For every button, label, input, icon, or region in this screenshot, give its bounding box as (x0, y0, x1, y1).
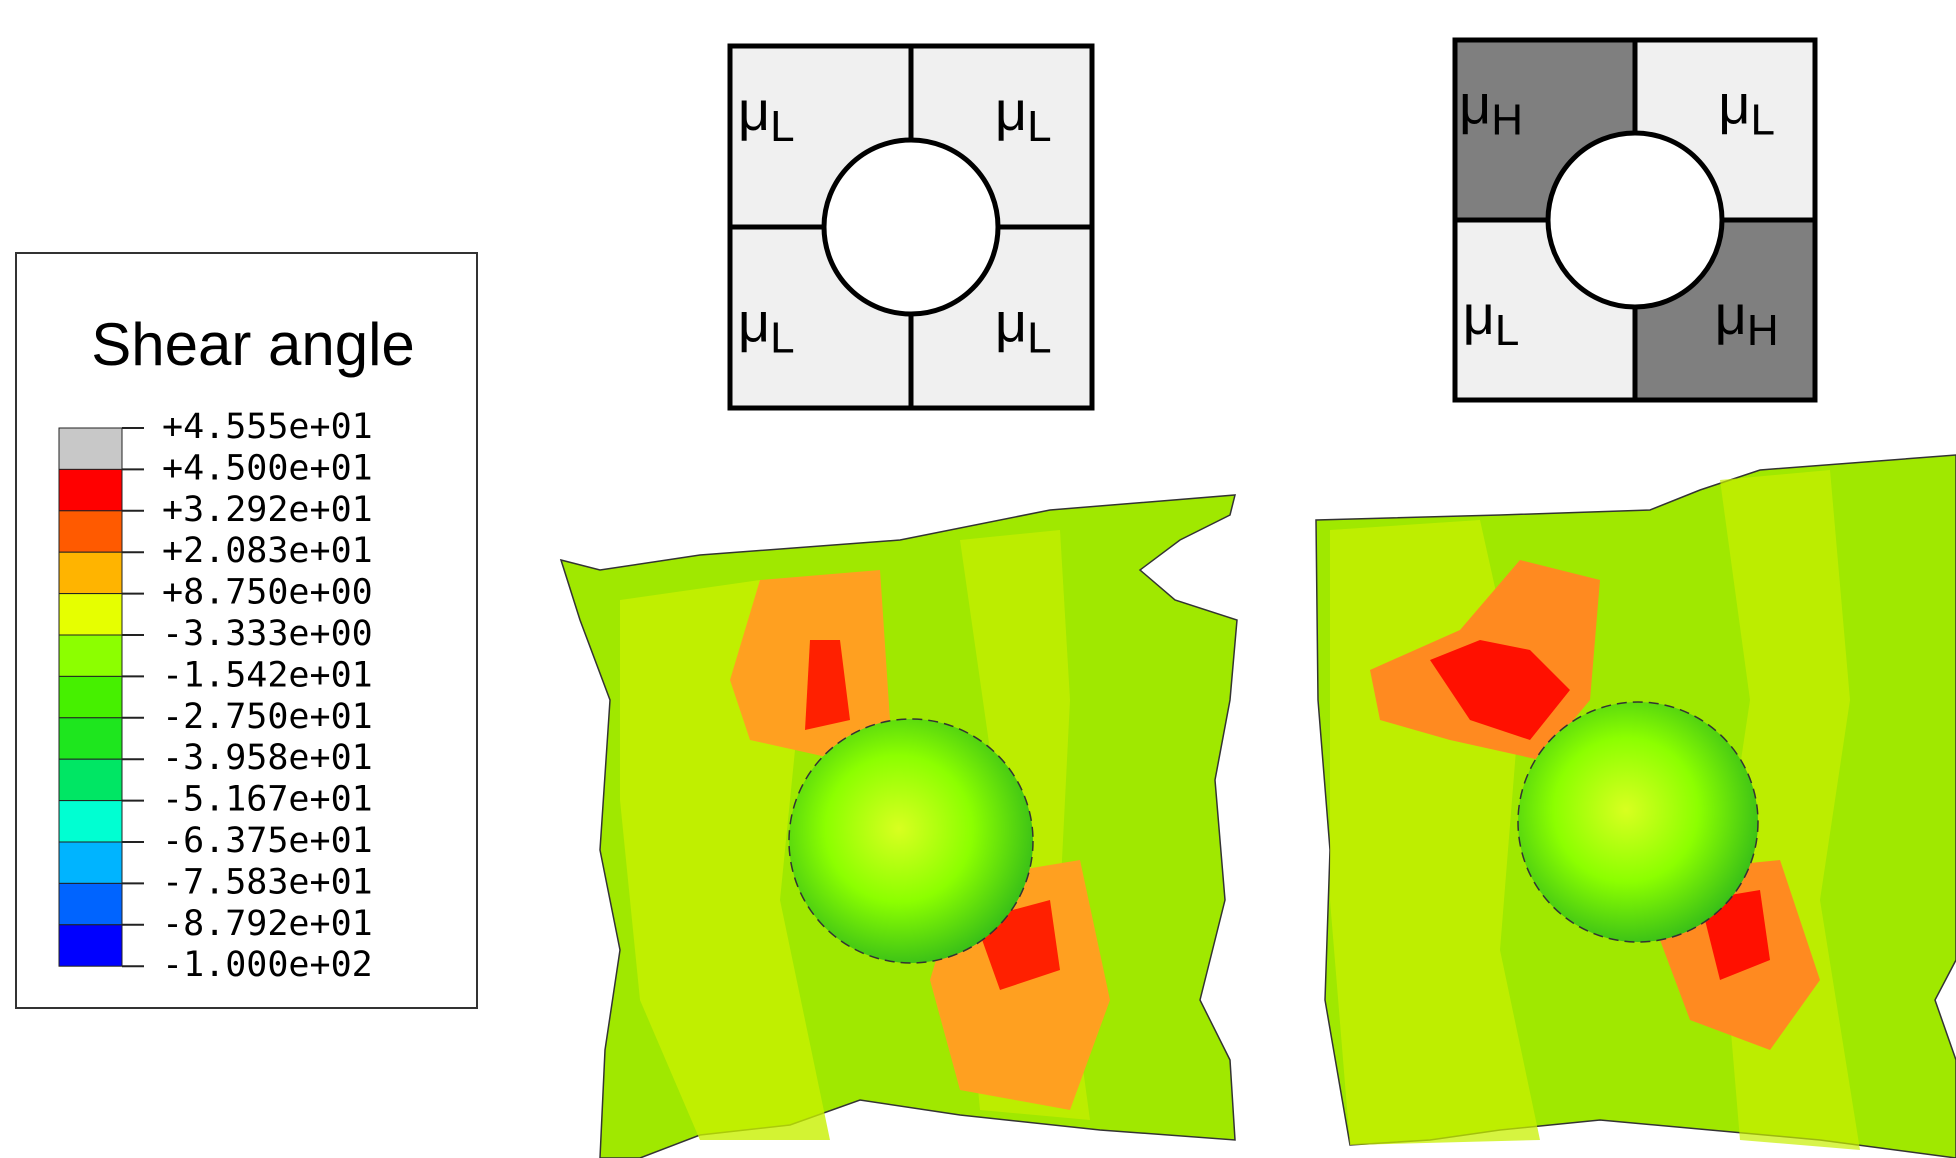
legend-swatch (59, 511, 122, 552)
hole (824, 140, 998, 314)
subscript: L (770, 313, 794, 362)
symbol: μ (1715, 283, 1747, 346)
legend-swatch (59, 883, 122, 924)
legend-label: -1.000e+02 (162, 945, 373, 985)
legend-label: -2.750e+01 (162, 697, 373, 737)
legend-swatch (59, 759, 122, 800)
legend-label: +8.750e+00 (162, 573, 373, 613)
legend-swatch (59, 552, 122, 593)
legend-label: +2.083e+01 (162, 531, 373, 571)
legend-swatch (59, 718, 122, 759)
subscript: H (1491, 95, 1523, 144)
simulation-right (1316, 455, 1956, 1158)
symbol: μ (995, 79, 1027, 142)
legend-label: -7.583e+01 (162, 862, 373, 902)
legend-swatch (59, 925, 122, 966)
subscript: L (1750, 95, 1774, 144)
legend-title: Shear angle (91, 311, 415, 378)
symbol: μ (738, 79, 770, 142)
page: {"legend": {"title": "Shear angle", "lab… (0, 0, 1956, 1158)
subscript: L (770, 101, 794, 150)
subscript: H (1747, 306, 1779, 355)
legend-swatch (59, 428, 122, 469)
subscript: L (1495, 306, 1519, 355)
legend: +4.555e+01+4.500e+01+3.292e+01+2.083e+01… (59, 407, 373, 985)
legend-swatch (59, 594, 122, 635)
sphere (789, 719, 1033, 963)
legend-swatch (59, 635, 122, 676)
sphere (1518, 702, 1758, 942)
symbol: μ (995, 290, 1027, 353)
subscript: L (1027, 313, 1051, 362)
hole (1548, 133, 1722, 307)
legend-label: +3.292e+01 (162, 490, 373, 530)
legend-label: +4.555e+01 (162, 407, 373, 447)
legend-label: -6.375e+01 (162, 821, 373, 861)
figure: Shear angle +4.555e+01+4.500e+01+3.292e+… (0, 0, 1956, 1158)
legend-label: +4.500e+01 (162, 448, 373, 488)
legend-swatch (59, 676, 122, 717)
symbol: μ (1718, 72, 1750, 135)
legend-label: -5.167e+01 (162, 780, 373, 820)
subscript: L (1027, 101, 1051, 150)
legend-label: -8.792e+01 (162, 904, 373, 944)
legend-swatch (59, 469, 122, 510)
symbol: μ (1463, 283, 1495, 346)
simulation-left (561, 495, 1237, 1158)
symbol: μ (1459, 72, 1491, 135)
legend-label: -3.333e+00 (162, 614, 373, 654)
symbol: μ (738, 290, 770, 353)
legend-swatch (59, 842, 122, 883)
legend-swatch (59, 801, 122, 842)
legend-label: -1.542e+01 (162, 655, 373, 695)
legend-label: -3.958e+01 (162, 738, 373, 778)
